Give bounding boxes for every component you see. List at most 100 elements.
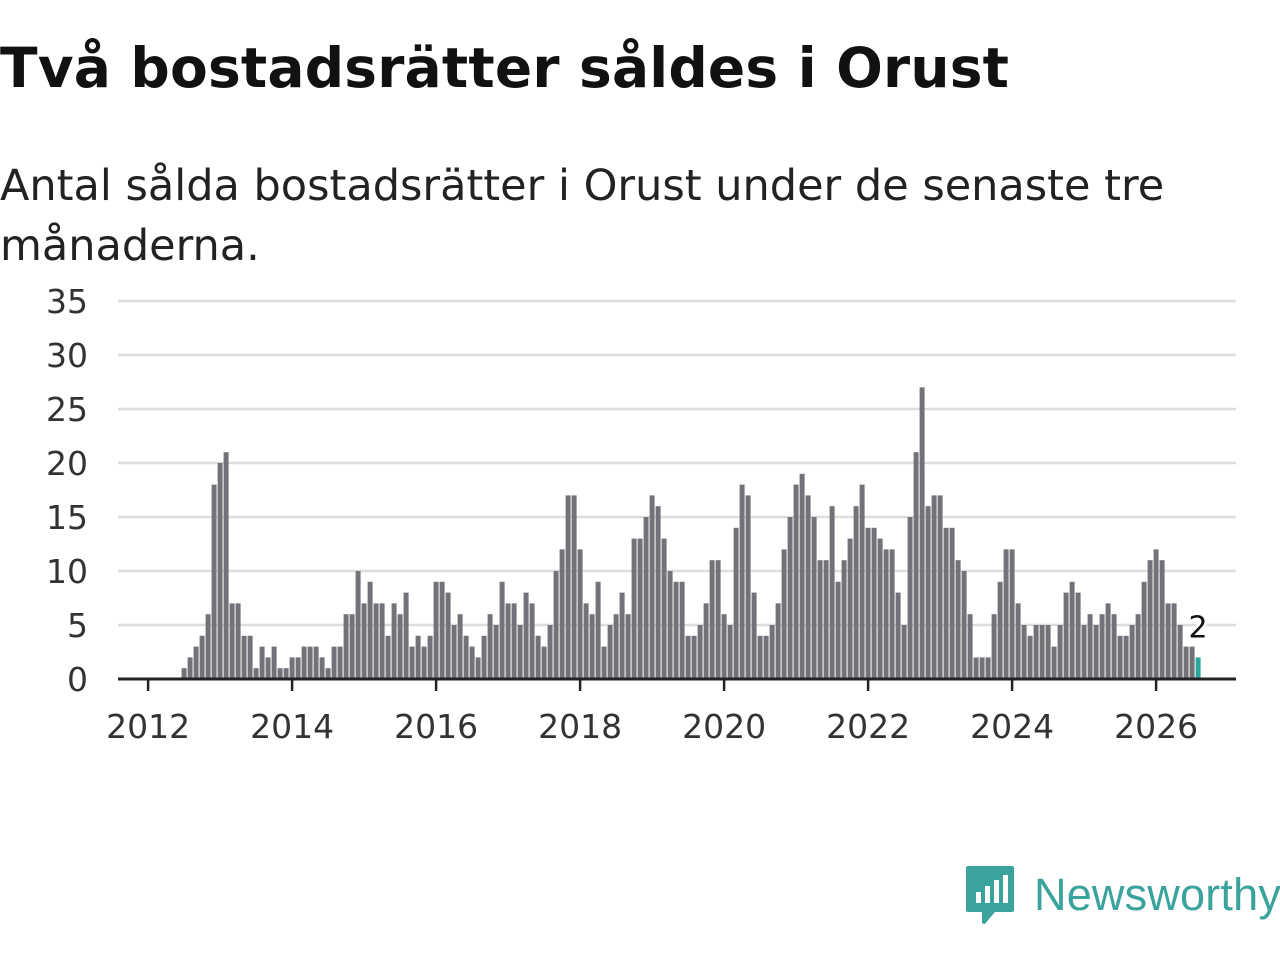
bar: [841, 560, 847, 679]
bar: [517, 625, 523, 679]
brand-name: Newsworthy: [1034, 869, 1280, 920]
bar: [493, 625, 499, 679]
bar: [697, 625, 703, 679]
bar: [1141, 581, 1147, 679]
bar: [1171, 603, 1177, 679]
bar: [1033, 625, 1039, 679]
bar: [439, 581, 445, 679]
bar: [379, 603, 385, 679]
bar: [571, 495, 577, 679]
bar: [709, 560, 715, 679]
bar: [979, 657, 985, 679]
y-tick-label-30: 30: [46, 336, 88, 375]
bar: [937, 495, 943, 679]
bar: [469, 646, 475, 679]
bar: [847, 538, 853, 679]
bar-highlight: [1195, 657, 1201, 679]
bar: [925, 506, 931, 679]
bar: [685, 635, 691, 679]
bar: [505, 603, 511, 679]
bar: [223, 452, 229, 679]
bar: [199, 635, 205, 679]
bar: [1003, 549, 1009, 679]
bar: [235, 603, 241, 679]
chart-subtitle: Antal sålda bostadsrätter i Orust under …: [0, 161, 1165, 271]
bar: [487, 614, 493, 679]
bar: [187, 657, 193, 679]
bar: [817, 560, 823, 679]
bar: [739, 484, 745, 679]
bar: [1165, 603, 1171, 679]
y-axis-ticks: 0 5 10 15 20 25 30 35: [46, 282, 88, 699]
bar: [967, 614, 973, 679]
bar: [673, 581, 679, 679]
x-tick-label-2020: 2020: [682, 707, 766, 746]
bar: [787, 517, 793, 679]
bar: [415, 635, 421, 679]
bar: [307, 646, 313, 679]
bar: [1093, 625, 1099, 679]
bar: [211, 484, 217, 679]
bar: [613, 614, 619, 679]
bar: [367, 581, 373, 679]
bar: [751, 592, 757, 679]
bar: [991, 614, 997, 679]
bar: [955, 560, 961, 679]
bar: [1015, 603, 1021, 679]
x-tick-label-2022: 2022: [826, 707, 910, 746]
y-tick-label-5: 5: [67, 606, 88, 645]
bars: [181, 387, 1201, 679]
bar: [1009, 549, 1015, 679]
bar: [481, 635, 487, 679]
bar: [541, 646, 547, 679]
bar: [907, 517, 913, 679]
bar: [205, 614, 211, 679]
chart-title: Två bostadsrätter såldes i Orust: [0, 36, 1010, 100]
y-tick-label-35: 35: [46, 282, 88, 321]
bar: [283, 668, 289, 679]
bar: [655, 506, 661, 679]
bar: [733, 527, 739, 679]
bar: [565, 495, 571, 679]
bar: [805, 495, 811, 679]
bar: [793, 484, 799, 679]
bar: [973, 657, 979, 679]
y-tick-label-0: 0: [67, 660, 88, 699]
bar: [463, 635, 469, 679]
bar: [883, 549, 889, 679]
bar: [625, 614, 631, 679]
bar: [775, 603, 781, 679]
bar: [217, 463, 223, 679]
bar: [1039, 625, 1045, 679]
bar: [1135, 614, 1141, 679]
bar: [259, 646, 265, 679]
bar: [1027, 635, 1033, 679]
bar: [853, 506, 859, 679]
bar: [547, 625, 553, 679]
bar: [721, 614, 727, 679]
bar: [433, 581, 439, 679]
bar: [391, 603, 397, 679]
data-labels: 2: [1186, 607, 1211, 648]
bar: [319, 657, 325, 679]
grid-lines: [118, 299, 1236, 627]
bar: [871, 527, 877, 679]
bar: [1111, 614, 1117, 679]
bar: [781, 549, 787, 679]
bar: [385, 635, 391, 679]
bar: [1147, 560, 1153, 679]
bar: [1189, 646, 1195, 679]
bar: [499, 581, 505, 679]
bar: [667, 571, 673, 679]
bar: [1183, 646, 1189, 679]
bar: [295, 657, 301, 679]
bar: [277, 668, 283, 679]
bar: [1153, 549, 1159, 679]
bar: [679, 581, 685, 679]
bar: [343, 614, 349, 679]
bar: [241, 635, 247, 679]
bar: [331, 646, 337, 679]
bar: [457, 614, 463, 679]
bar: [1051, 646, 1057, 679]
x-tick-label-2012: 2012: [106, 707, 190, 746]
